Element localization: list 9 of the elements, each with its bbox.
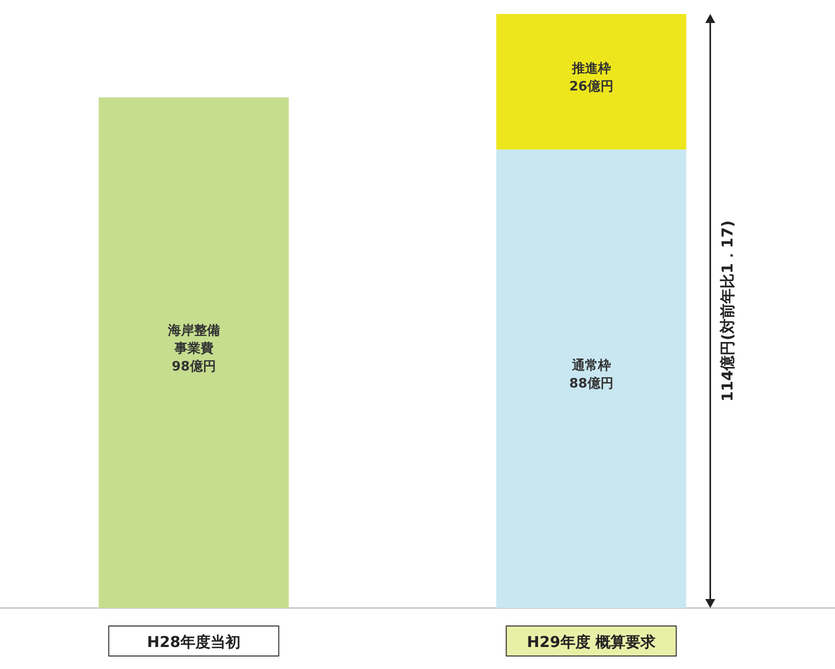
series-label: 海岸整備事業費 [166, 324, 220, 357]
x-tick-label: H29年度 概算要求 [526, 633, 657, 651]
x-tick-label: H28年度当初 [147, 633, 240, 651]
series-label: 推進枠 [570, 62, 611, 77]
data-label: 88億円 [569, 376, 614, 392]
total-label: 114億円(対前年比1．17) [718, 220, 736, 402]
data-label: 26億円 [569, 78, 614, 95]
data-label: 98億円 [172, 358, 216, 375]
series-label: 通常枠 [570, 358, 611, 374]
